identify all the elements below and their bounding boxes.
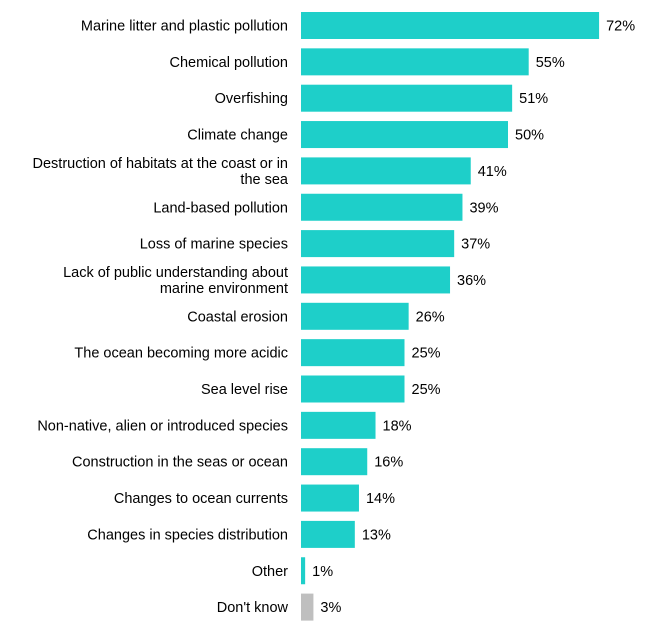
bar — [301, 484, 359, 512]
value-label: 72% — [606, 19, 635, 35]
bar — [301, 193, 463, 221]
category-label: Destruction of habitats at the coast or … — [33, 156, 289, 188]
value-label: 14% — [366, 491, 395, 507]
category-label: Lack of public understanding about marine… — [63, 265, 288, 297]
category-label: Sea level rise — [201, 382, 288, 398]
bar — [301, 12, 600, 39]
value-label: 41% — [478, 164, 507, 180]
value-label: 39% — [469, 200, 498, 216]
bar — [301, 520, 355, 548]
bar — [301, 339, 405, 367]
bar — [301, 448, 368, 476]
category-label: Other — [252, 564, 288, 580]
value-label: 16% — [374, 455, 403, 471]
bar — [301, 302, 409, 330]
bar — [301, 266, 451, 294]
category-label: Loss of marine species — [140, 237, 288, 253]
category-labels: Marine litter and plastic pollution Chemi… — [33, 19, 289, 617]
value-label: 26% — [416, 309, 445, 325]
value-label: 50% — [515, 128, 544, 144]
value-label: 1% — [312, 564, 333, 580]
value-label: 13% — [362, 527, 391, 543]
category-label: Changes to ocean currents — [114, 491, 288, 507]
bar — [301, 375, 405, 403]
value-label: 36% — [457, 273, 486, 289]
category-label: Don't know — [217, 600, 289, 616]
bar — [301, 157, 471, 185]
category-label: Climate change — [187, 128, 288, 144]
bar — [301, 48, 529, 76]
bar — [301, 121, 508, 149]
value-labels: 72% 55% 51% 50% 41% 39% 37% 36% 26% 25% 25% 18% 16% 1… — [312, 19, 635, 617]
value-label: 55% — [536, 55, 565, 71]
bar — [301, 84, 513, 112]
value-label: 3% — [320, 600, 341, 616]
category-label: Coastal erosion — [187, 309, 288, 325]
category-label: Construction in the seas or ocean — [72, 455, 288, 471]
value-label: 51% — [519, 91, 548, 107]
value-label: 37% — [461, 237, 490, 253]
category-label: Non-native, alien or introduced species — [37, 418, 288, 434]
category-label: Chemical pollution — [170, 55, 288, 71]
bars — [301, 12, 600, 621]
value-label: 25% — [412, 382, 441, 398]
value-label: 25% — [412, 346, 441, 362]
category-label: Changes in species distribution — [87, 527, 288, 543]
bar — [301, 557, 306, 585]
bar — [301, 411, 376, 439]
value-label: 18% — [383, 418, 412, 434]
bar — [301, 593, 314, 621]
category-label: Land-based pollution — [153, 200, 288, 216]
category-label: Overfishing — [215, 91, 288, 107]
category-label: The ocean becoming more acidic — [74, 346, 288, 362]
category-label: Marine litter and plastic pollution — [81, 19, 288, 35]
bar — [301, 230, 455, 258]
